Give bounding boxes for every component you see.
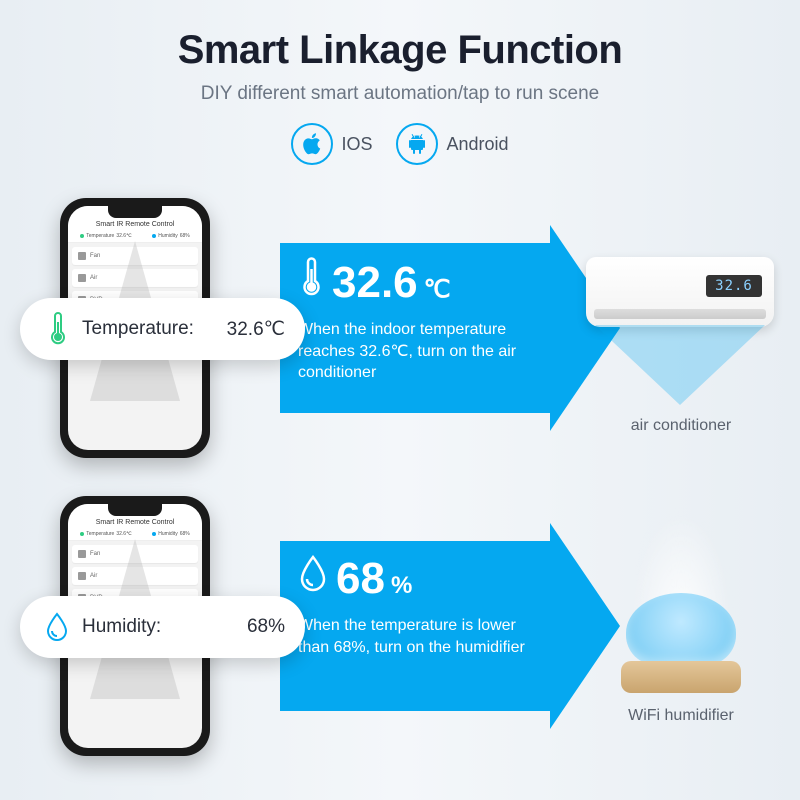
app-stats: Temperature 32.6℃ Humidity 68%: [68, 528, 202, 541]
droplet-icon: [298, 555, 328, 593]
humidity-badge-value: 68%: [247, 616, 285, 638]
ac-label: air conditioner: [586, 417, 776, 435]
ac-unit-graphic: 32.6: [586, 257, 774, 327]
apple-icon: [291, 123, 333, 165]
app-temp-label: Temperature: [86, 531, 114, 537]
temperature-badge-value: 32.6℃: [227, 318, 285, 341]
app-hum-value: 68%: [180, 531, 190, 537]
temperature-description: When the indoor temperature reaches 32.6…: [298, 319, 532, 384]
temperature-badge-label: Temperature:: [82, 318, 194, 340]
page-subtitle: DIY different smart automation/tap to ru…: [0, 83, 800, 105]
app-stats: Temperature 32.6℃ Humidity 68%: [68, 230, 202, 243]
app-hum-label: Humidity: [158, 233, 177, 239]
temperature-arrow: 32.6 ℃ When the indoor temperature reach…: [280, 243, 620, 413]
temperature-value: 32.6: [332, 261, 418, 305]
platforms-row: IOS Android: [0, 123, 800, 165]
app-temp-label: Temperature: [86, 233, 114, 239]
app-hum-value: 68%: [180, 233, 190, 239]
arrow-body: 32.6 ℃ When the indoor temperature reach…: [280, 243, 550, 413]
humidity-badge: Humidity: 68%: [20, 596, 305, 658]
phone-notch: [108, 504, 162, 516]
air-conditioner: 32.6 air conditioner: [586, 223, 776, 453]
app-temp-value: 32.6℃: [116, 531, 131, 537]
platform-android: Android: [396, 123, 508, 165]
humidity-arrow: 68 % When the temperature is lower than …: [280, 541, 620, 711]
humidifier-base: [621, 661, 741, 693]
header: Smart Linkage Function DIY different sma…: [0, 0, 800, 165]
list-item: Air: [72, 269, 198, 287]
humidity-description: When the temperature is lower than 68%, …: [298, 615, 532, 658]
humidity-badge-label: Humidity:: [82, 616, 161, 638]
droplet-icon: [40, 610, 74, 644]
android-icon: [396, 123, 438, 165]
thermometer-icon: [298, 257, 324, 297]
list-item: Fan: [72, 247, 198, 265]
wifi-humidifier: WiFi humidifier: [586, 521, 776, 751]
ac-vent: [594, 309, 766, 319]
temperature-badge: Temperature: 32.6℃: [20, 298, 305, 360]
humidifier-graphic: [611, 521, 751, 701]
humidity-unit: %: [391, 572, 412, 600]
ac-airflow: [595, 325, 765, 405]
scenario-temperature: Smart IR Remote Control Temperature 32.6…: [0, 193, 800, 473]
ac-display: 32.6: [706, 275, 762, 297]
temperature-reading: 32.6 ℃: [298, 257, 532, 305]
app-hum-label: Humidity: [158, 531, 177, 537]
humidifier-label: WiFi humidifier: [586, 707, 776, 725]
phone-notch: [108, 206, 162, 218]
platform-ios-label: IOS: [341, 134, 372, 155]
app-temp-value: 32.6℃: [116, 233, 131, 239]
humidifier-top: [626, 593, 736, 665]
scenario-humidity: Smart IR Remote Control Temperature 32.6…: [0, 491, 800, 771]
page-title: Smart Linkage Function: [0, 28, 800, 73]
humidity-reading: 68 %: [298, 555, 532, 601]
platform-android-label: Android: [446, 134, 508, 155]
humidity-value: 68: [336, 557, 385, 601]
list-item: Air: [72, 567, 198, 585]
arrow-body: 68 % When the temperature is lower than …: [280, 541, 550, 711]
temperature-unit: ℃: [424, 275, 451, 304]
list-item: Fan: [72, 545, 198, 563]
platform-ios: IOS: [291, 123, 372, 165]
thermometer-icon: [40, 312, 74, 346]
